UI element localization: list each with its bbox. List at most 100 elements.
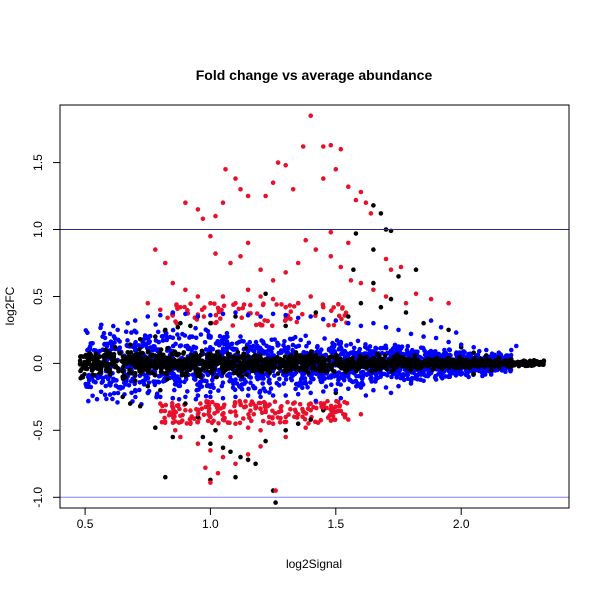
data-point-significant_large_fc: [228, 434, 233, 440]
data-point-black: [236, 358, 241, 364]
data-point-blue: [283, 377, 289, 382]
data-point-significant_large_fc: [383, 256, 389, 262]
data-point-blue: [446, 368, 452, 374]
data-point-blue: [374, 346, 379, 351]
data-point-blue: [132, 328, 137, 334]
data-point-black: [333, 352, 339, 358]
data-point-red: [248, 408, 253, 414]
data-point-red: [212, 301, 217, 307]
data-point-significant_large_fc: [358, 412, 364, 417]
data-point-blue: [363, 351, 369, 356]
data-point-blue: [100, 379, 106, 384]
data-point-black: [301, 365, 306, 371]
data-point-blue: [289, 377, 295, 383]
data-point-black: [157, 356, 162, 362]
data-point-blue: [392, 342, 398, 348]
data-point-significant_small_fc: [125, 320, 130, 326]
data-point-blue: [259, 347, 265, 353]
data-point-non_significant: [120, 374, 125, 380]
data-point-non_significant: [163, 327, 168, 333]
data-point-red: [270, 323, 275, 329]
data-point-significant_small_fc: [295, 315, 301, 321]
data-point-blue: [150, 348, 156, 353]
data-point-non_significant: [353, 231, 359, 236]
data-point-non_significant: [388, 296, 394, 302]
data-point-black: [214, 349, 220, 355]
data-point-significant_small_fc: [145, 390, 151, 396]
data-point-significant_large_fc: [321, 176, 326, 181]
data-point-significant_small_fc: [333, 387, 339, 393]
data-point-red: [270, 415, 275, 420]
data-point-blue: [170, 327, 176, 333]
data-point-blue: [323, 384, 329, 389]
x-tick-label: 1.0: [202, 517, 219, 531]
data-point-black: [261, 357, 267, 363]
data-point-blue: [156, 379, 162, 385]
data-point-red: [314, 405, 319, 411]
data-point-blue: [83, 328, 89, 333]
data-point-significant_large_fc: [308, 113, 314, 118]
data-point-blue: [334, 338, 340, 343]
data-point-significant_small_fc: [446, 339, 451, 345]
data-point-significant_small_fc: [295, 391, 301, 397]
data-point-non_significant: [183, 401, 188, 406]
data-point-blue: [404, 350, 410, 356]
data-point-significant_large_fc: [220, 294, 226, 299]
data-point-significant_large_fc: [208, 414, 213, 420]
data-point-black: [125, 350, 130, 355]
data-point-non_significant: [158, 387, 163, 393]
data-point-black: [414, 357, 419, 363]
data-point-black: [317, 363, 322, 369]
data-point-black: [227, 361, 232, 366]
data-point-significant_large_fc: [413, 291, 419, 297]
plot-frame: [59, 104, 570, 509]
data-point-blue: [339, 375, 345, 381]
data-point-significant_small_fc: [208, 394, 213, 400]
data-point-blue: [252, 385, 258, 391]
data-point-non_significant: [87, 354, 93, 360]
data-point-significant_large_fc: [178, 434, 183, 440]
data-point-black: [86, 360, 92, 366]
data-point-blue: [115, 390, 121, 396]
data-point-red: [251, 411, 257, 417]
data-point-blue: [175, 332, 180, 337]
data-point-black: [245, 365, 250, 370]
data-point-significant_large_fc: [213, 251, 218, 256]
data-point-blue: [154, 391, 160, 397]
data-point-red: [335, 408, 340, 414]
data-point-black: [429, 361, 434, 367]
data-point-blue: [281, 381, 287, 386]
data-point-blue: [94, 396, 100, 402]
data-point-blue: [442, 347, 447, 353]
data-point-red: [216, 421, 221, 426]
data-point-significant_large_fc: [313, 247, 319, 252]
data-point-significant_small_fc: [433, 377, 439, 382]
data-point-blue: [193, 335, 199, 341]
data-point-red: [297, 401, 303, 407]
data-point-significant_large_fc: [233, 300, 238, 306]
data-point-black: [102, 361, 107, 367]
data-point-significant_small_fc: [245, 393, 251, 398]
data-point-significant_small_fc: [458, 371, 464, 377]
data-point-black: [369, 358, 375, 363]
data-point-black: [243, 346, 249, 351]
data-point-blue: [401, 377, 407, 383]
data-point-black: [355, 362, 361, 368]
data-point-red: [344, 401, 350, 406]
data-point-blue: [225, 334, 230, 340]
data-point-blue: [85, 347, 90, 353]
data-point-non_significant: [228, 449, 233, 455]
data-point-red: [328, 418, 334, 424]
data-point-black: [290, 364, 295, 370]
data-point-blue: [336, 377, 341, 383]
data-point-blue: [151, 344, 156, 349]
data-point-non_significant: [446, 327, 451, 333]
data-point-blue: [112, 340, 117, 346]
data-point-significant_large_fc: [258, 428, 263, 433]
data-point-significant_large_fc: [245, 425, 251, 431]
data-point-black: [337, 356, 343, 362]
data-point-red: [274, 302, 279, 307]
data-point-blue: [303, 333, 309, 339]
data-point-blue: [508, 368, 513, 374]
